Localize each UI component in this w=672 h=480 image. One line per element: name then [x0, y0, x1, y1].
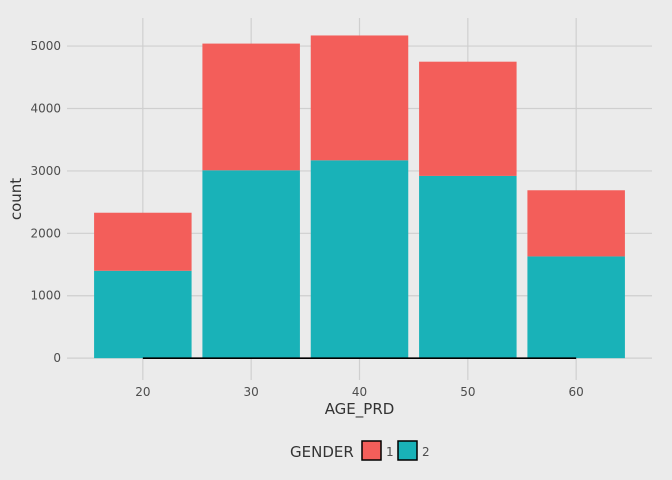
- legend: GENDER 1 2: [290, 440, 430, 461]
- y-tick-label: 0: [53, 351, 61, 365]
- y-tick-label: 2000: [30, 226, 61, 240]
- bar-gender-1-age-20: [94, 212, 192, 271]
- x-tick-label: 40: [352, 385, 367, 399]
- x-tick-label: 20: [135, 385, 150, 399]
- x-tick-label: 30: [244, 385, 259, 399]
- x-axis-title: AGE_PRD: [325, 400, 395, 419]
- bar-gender-1-age-60: [527, 190, 625, 257]
- y-tick-label: 1000: [30, 289, 61, 303]
- bar-gender-1-age-50: [419, 61, 517, 176]
- bar-gender-2-age-30: [202, 170, 300, 359]
- legend-key-2: [397, 440, 418, 461]
- x-tick-label: 60: [569, 385, 584, 399]
- bar-gender-2-age-20: [94, 270, 192, 359]
- bar-gender-1-age-40: [310, 35, 409, 161]
- legend-label-2: 2: [422, 445, 430, 459]
- y-axis-title: count: [7, 178, 25, 220]
- legend-key-1: [361, 440, 382, 461]
- y-tick-label: 4000: [30, 102, 61, 116]
- bar-gender-2-age-60: [527, 256, 625, 359]
- bar-gender-1-age-30: [202, 43, 300, 171]
- legend-label-1: 1: [386, 445, 394, 459]
- y-tick-label: 5000: [30, 39, 61, 53]
- tick-labels: 0 1000 2000 3000 4000 5000 20 30 40 50 60: [30, 39, 583, 399]
- legend-title: GENDER: [290, 443, 354, 461]
- bar-gender-2-age-40: [310, 160, 409, 359]
- bars: [94, 35, 625, 359]
- x-tick-label: 50: [460, 385, 475, 399]
- bar-gender-2-age-50: [419, 175, 517, 359]
- y-tick-label: 3000: [30, 164, 61, 178]
